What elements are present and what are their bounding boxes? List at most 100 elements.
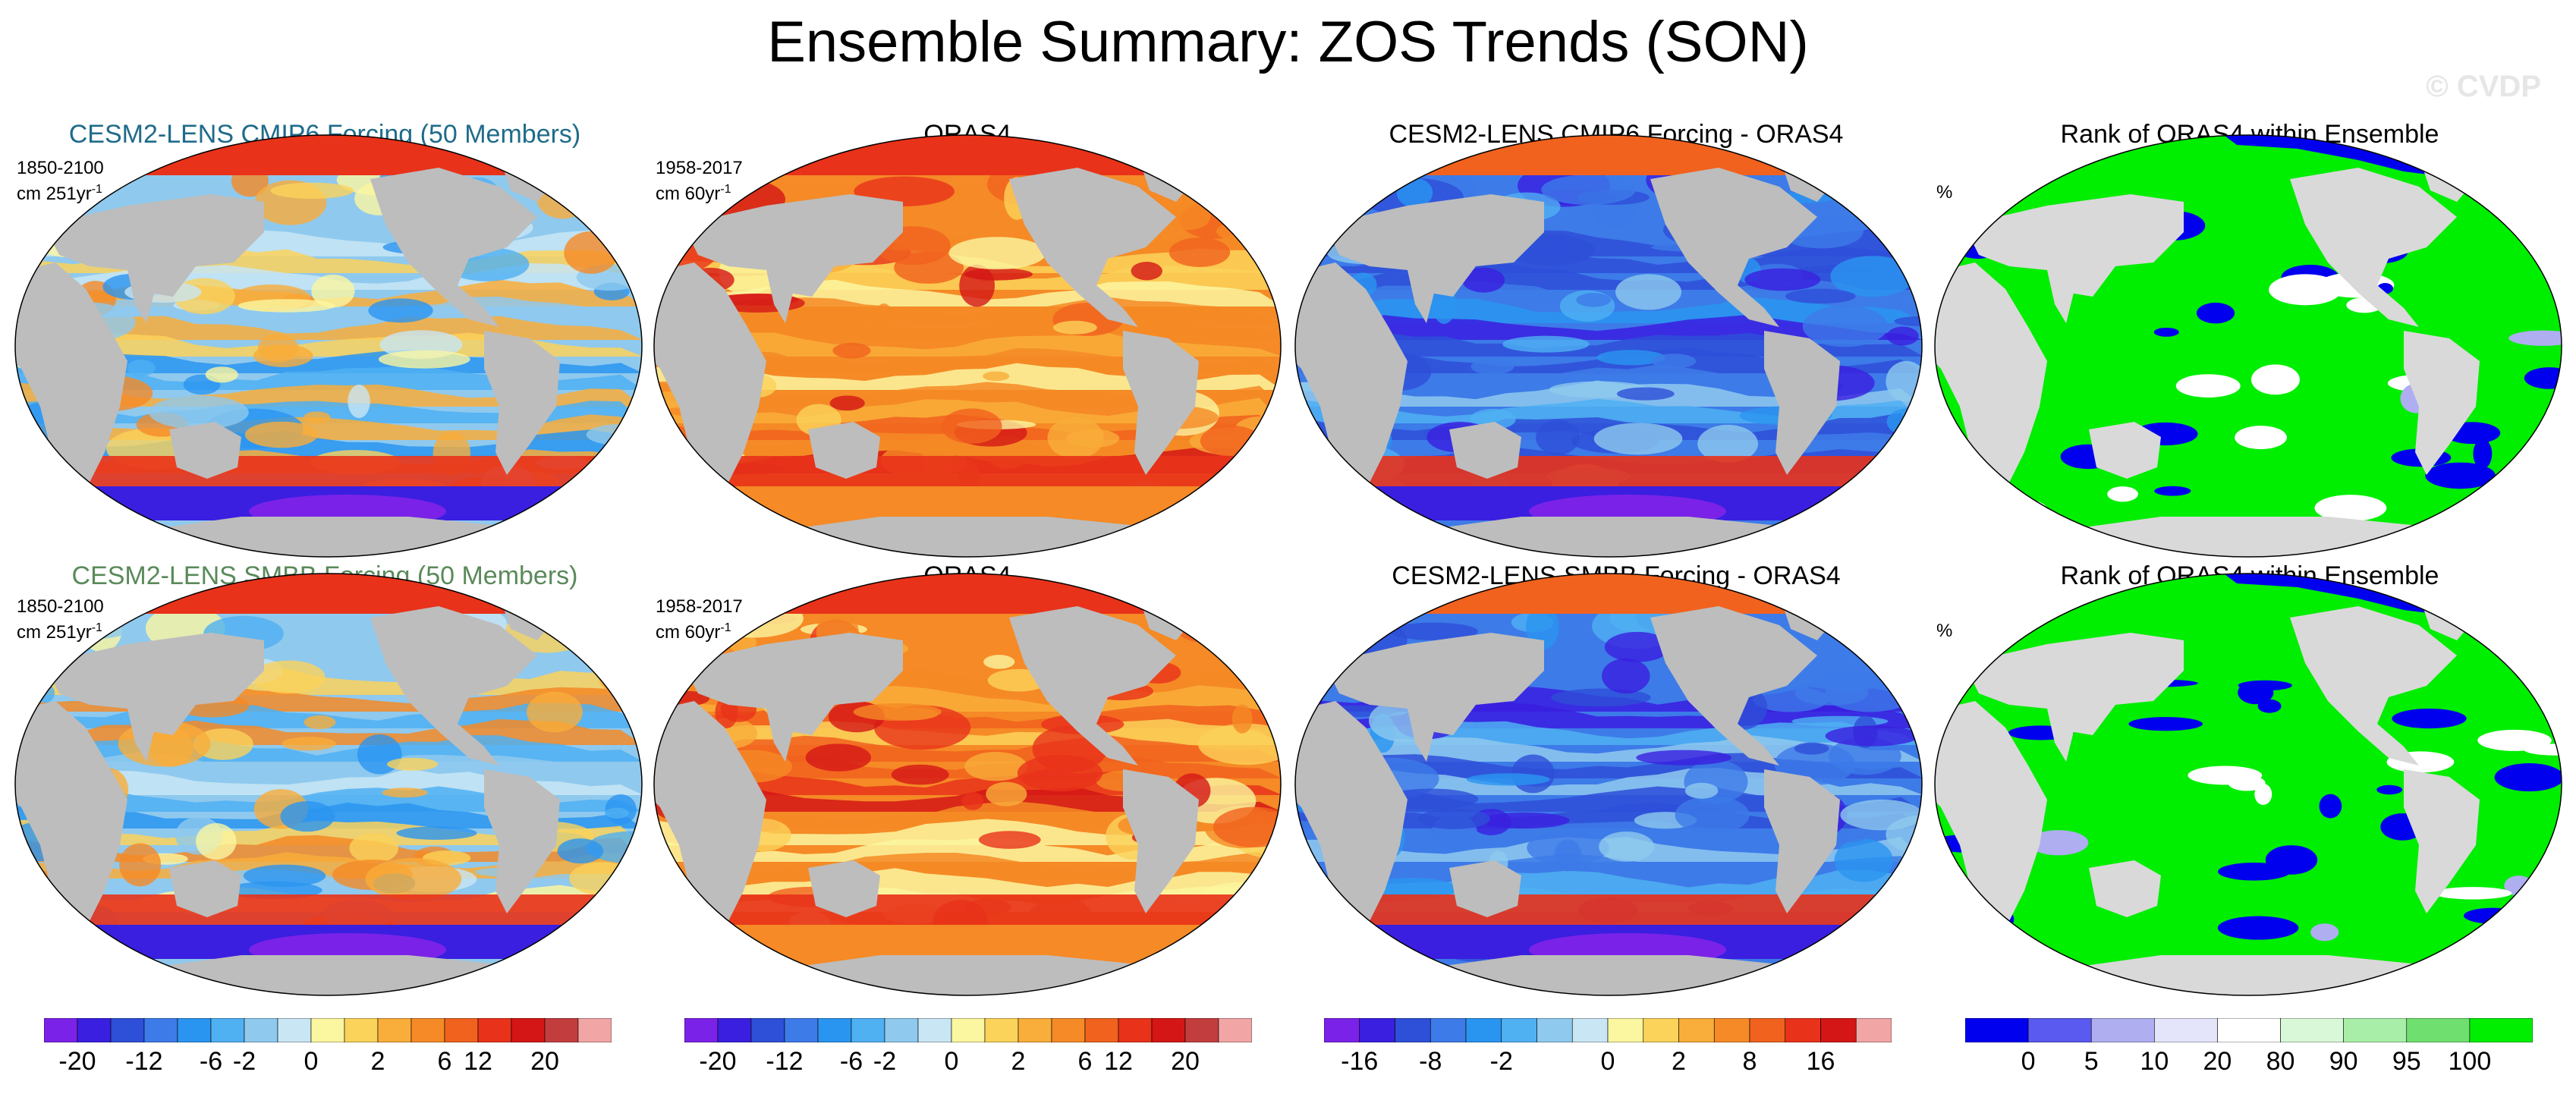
trend-patch <box>1168 237 1231 268</box>
rank-patch <box>2524 743 2562 756</box>
colorbar-tick-label: 6 <box>437 1047 452 1076</box>
land-mask <box>2404 769 2480 913</box>
southern-band-1 <box>654 894 1281 925</box>
trend-patch <box>1615 274 1682 310</box>
colorbar-tick-label: -12 <box>766 1047 804 1076</box>
period-label: 1850-2100 <box>17 158 104 178</box>
land-mask <box>1123 331 1199 475</box>
trend-patch <box>1065 429 1120 448</box>
land-mask <box>44 633 264 735</box>
trend-patch <box>1794 681 1869 706</box>
colorbar-swatch <box>110 1018 145 1042</box>
land-mask <box>105 517 560 557</box>
southern-band-1 <box>15 456 642 486</box>
colorbar-tick-label: 0 <box>2021 1047 2036 1076</box>
colorbar-swatch <box>2280 1018 2344 1042</box>
land-mask <box>1964 633 2184 735</box>
rank-patch <box>2254 783 2272 805</box>
rank-patch <box>2524 367 2562 389</box>
trend-patch <box>959 264 995 307</box>
trend-patch <box>1131 262 1162 281</box>
colorbar-swatch <box>1465 1018 1502 1042</box>
rank-patch <box>2392 709 2467 729</box>
rank-patch <box>2508 330 2562 346</box>
trend-patch <box>1383 788 1479 809</box>
units-label: cm 60yr-1 <box>656 183 731 204</box>
trend-patch <box>1502 335 1590 353</box>
trend-patch <box>690 476 729 507</box>
colorbar-swatch <box>1051 1018 1086 1042</box>
trend-patch <box>536 176 590 219</box>
trend-patch <box>1684 782 1719 799</box>
colorbar-swatch <box>1084 1018 1119 1042</box>
rank-patch <box>2473 439 2493 470</box>
trend-patch <box>1230 920 1265 959</box>
arctic-band <box>654 574 1281 614</box>
land-mask <box>1964 194 2184 297</box>
land-mask <box>1449 860 1521 917</box>
southern-band-1 <box>15 894 642 925</box>
trend-patch <box>365 857 462 901</box>
colorbar-tick-label: -2 <box>1489 1047 1513 1076</box>
colorbar-swatch <box>884 1018 919 1042</box>
trend-patch <box>378 350 470 369</box>
colorbar-swatch <box>244 1018 278 1042</box>
trend-patch <box>1241 640 1281 688</box>
trend-patch <box>127 360 156 377</box>
trend-patch <box>558 613 616 645</box>
world-map <box>1934 573 2562 996</box>
rank-patch <box>2376 784 2403 795</box>
trend-patch <box>1886 326 1919 346</box>
trend-patch <box>149 395 249 429</box>
colorbar-swatch <box>143 1018 178 1042</box>
units-label: % <box>1936 182 1953 203</box>
colorbar-swatch <box>1678 1018 1715 1042</box>
trend-patch <box>280 801 335 832</box>
colorbar-tick-label: 0 <box>1600 1047 1615 1076</box>
trend-patch <box>1840 799 1922 831</box>
trend-patch <box>1675 796 1750 835</box>
trend-patch <box>581 628 642 644</box>
units-label: cm 251yr-1 <box>17 183 102 204</box>
trend-patch <box>1295 178 1349 203</box>
world-map <box>1294 134 1923 558</box>
trend-band <box>654 363 1281 390</box>
trend-patch <box>574 478 642 493</box>
trend-patch <box>15 165 64 204</box>
trend-patch <box>15 431 49 454</box>
trend-patch <box>1200 425 1263 457</box>
trend-patch <box>590 904 642 919</box>
trend-colorbar-2 <box>684 1018 1252 1042</box>
panel-info: 1958-2017 cm 60yr-1 <box>656 596 743 643</box>
land-mask <box>766 709 793 762</box>
southern-band-1 <box>1295 894 1922 925</box>
trend-patch <box>1461 267 1505 293</box>
trend-patch <box>1204 174 1271 221</box>
colorbar-swatch <box>344 1018 379 1042</box>
trend-patch <box>1166 203 1211 231</box>
trend-patch <box>387 757 439 771</box>
colorbar-swatch <box>951 1018 986 1042</box>
trend-patch <box>1389 622 1478 641</box>
units-label: % <box>1936 621 1953 641</box>
trend-patch <box>1466 773 1550 786</box>
land-mask <box>1650 168 1817 327</box>
trend-patch <box>1697 424 1758 463</box>
diff-colorbar <box>1324 1018 1892 1042</box>
trend-patch <box>243 864 326 888</box>
land-mask <box>169 422 241 479</box>
trend-patch <box>1602 658 1650 694</box>
land-mask <box>2404 331 2480 475</box>
colorbar-tick-label: -20 <box>58 1047 96 1076</box>
colorbar-swatch <box>1713 1018 1750 1042</box>
land-mask <box>1295 262 1408 490</box>
trend-patch <box>1834 838 1893 882</box>
trend-patch <box>1825 725 1920 747</box>
colorbar-swatch <box>577 1018 612 1042</box>
colorbar-swatch <box>277 1018 312 1042</box>
rank-patch <box>2314 495 2387 522</box>
trend-patch <box>149 728 194 767</box>
land-mask <box>2290 606 2457 765</box>
land-mask <box>484 769 560 913</box>
colorbar-swatch <box>1965 1018 2029 1042</box>
